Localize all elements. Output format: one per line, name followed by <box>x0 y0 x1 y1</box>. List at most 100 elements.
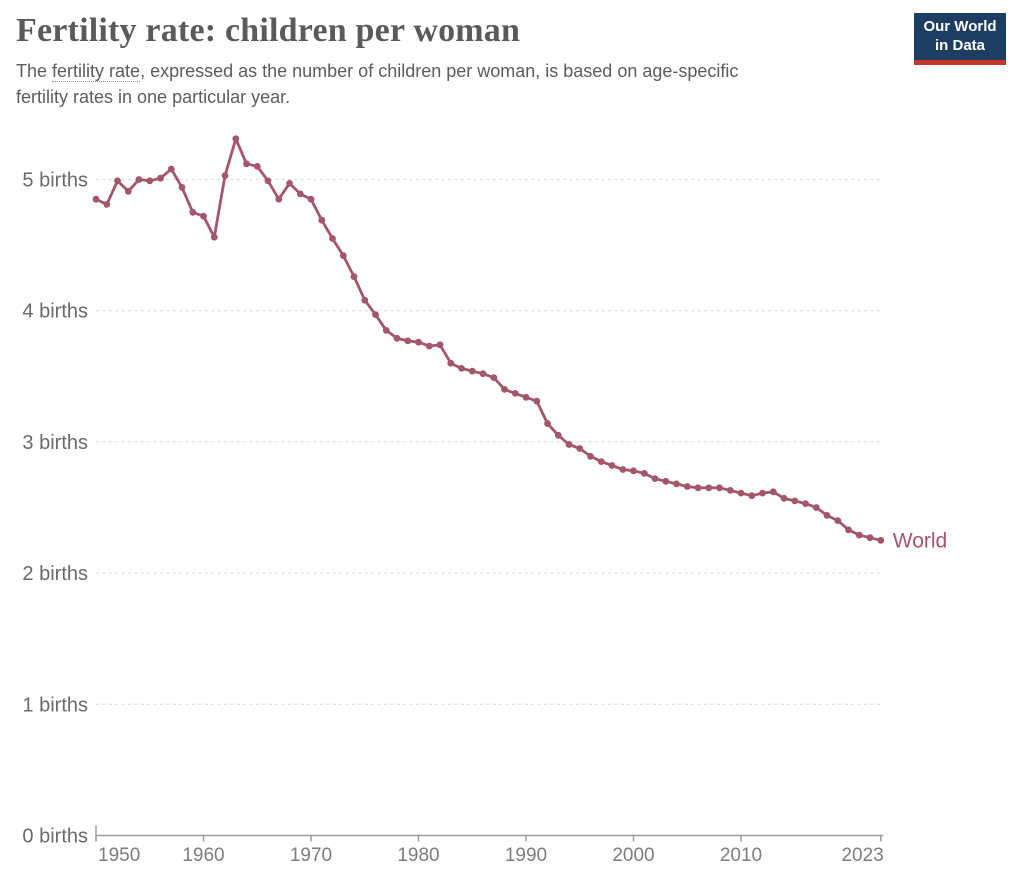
data-point-1955[interactable] <box>146 177 154 185</box>
owid-logo-line2: in Data <box>934 37 985 54</box>
gridlines <box>96 179 884 705</box>
data-point-1966[interactable] <box>264 177 272 185</box>
data-point-1954[interactable] <box>135 176 143 183</box>
owid-logo[interactable]: Our World in Data <box>914 13 1006 65</box>
x-tick-label-1970: 1970 <box>290 845 332 866</box>
y-tick-label-1: 1 births <box>22 694 88 716</box>
data-point-1958[interactable] <box>178 184 186 191</box>
data-point-1965[interactable] <box>253 163 261 170</box>
data-point-1959[interactable] <box>189 208 197 216</box>
data-point-1993[interactable] <box>554 431 562 439</box>
data-point-2012[interactable] <box>759 489 766 497</box>
data-point-1957[interactable] <box>167 165 175 173</box>
data-point-1981[interactable] <box>425 342 433 350</box>
data-point-1986[interactable] <box>479 370 487 378</box>
data-point-2006[interactable] <box>694 484 702 492</box>
data-point-2017[interactable] <box>812 504 820 511</box>
data-point-1951[interactable] <box>103 201 111 208</box>
data-point-1956[interactable] <box>157 174 164 182</box>
subtitle-rest: , expressed as the number of children pe… <box>140 61 739 81</box>
data-point-1998[interactable] <box>608 462 616 469</box>
data-point-2003[interactable] <box>662 477 670 485</box>
data-point-2020[interactable] <box>845 526 852 534</box>
page-title: Fertility rate: children per woman <box>16 12 521 49</box>
series-line-world[interactable] <box>94 137 883 542</box>
data-point-2019[interactable] <box>834 517 842 524</box>
data-point-1972[interactable] <box>329 235 336 242</box>
world-series[interactable]: World <box>92 135 948 552</box>
x-tick-label-2023: 2023 <box>841 845 883 866</box>
x-tick-label-1990: 1990 <box>505 845 547 866</box>
data-point-2011[interactable] <box>748 492 756 500</box>
data-point-2018[interactable] <box>823 512 831 519</box>
series-points-world[interactable] <box>92 135 885 544</box>
data-point-1964[interactable] <box>243 160 250 168</box>
data-point-1997[interactable] <box>597 458 605 465</box>
x-axis <box>95 825 884 842</box>
chart-header: Fertility rate: children per woman The f… <box>16 8 906 110</box>
data-point-1969[interactable] <box>296 190 304 198</box>
x-tick-label-1950: 1950 <box>98 845 140 866</box>
data-point-1978[interactable] <box>393 334 401 342</box>
data-point-2015[interactable] <box>791 497 799 505</box>
subtitle-term-link[interactable]: fertility rate <box>52 61 141 82</box>
data-point-2010[interactable] <box>737 489 745 497</box>
data-point-1996[interactable] <box>587 452 594 460</box>
data-point-2007[interactable] <box>705 484 713 492</box>
x-tick-label-2000: 2000 <box>612 845 654 866</box>
data-point-2016[interactable] <box>802 500 809 507</box>
data-point-1987[interactable] <box>490 374 498 381</box>
data-point-1960[interactable] <box>200 212 207 220</box>
x-tick-label-2010: 2010 <box>720 845 762 866</box>
data-point-1971[interactable] <box>318 216 326 224</box>
data-point-1989[interactable] <box>511 390 519 397</box>
data-point-2008[interactable] <box>716 484 723 492</box>
data-point-1991[interactable] <box>533 397 541 405</box>
data-point-1990[interactable] <box>522 393 530 401</box>
page-subtitle: The fertility rate, expressed as the num… <box>16 58 906 110</box>
data-point-2009[interactable] <box>726 487 734 494</box>
data-point-1967[interactable] <box>275 195 283 203</box>
data-point-1995[interactable] <box>576 445 584 452</box>
data-point-2000[interactable] <box>630 467 637 475</box>
y-tick-label-4: 4 births <box>22 301 88 323</box>
data-point-2004[interactable] <box>673 480 680 488</box>
data-point-2013[interactable] <box>769 488 777 496</box>
series-label-world[interactable]: World <box>893 529 947 552</box>
data-point-1994[interactable] <box>565 441 573 448</box>
data-point-1970[interactable] <box>307 195 315 203</box>
data-point-2023[interactable] <box>877 536 885 544</box>
data-point-2001[interactable] <box>640 470 648 477</box>
data-point-2014[interactable] <box>780 494 788 502</box>
data-point-2022[interactable] <box>866 534 874 542</box>
data-point-1992[interactable] <box>544 420 551 427</box>
data-point-1975[interactable] <box>361 296 369 304</box>
data-point-1952[interactable] <box>114 177 121 185</box>
data-point-2002[interactable] <box>651 475 659 482</box>
data-point-1963[interactable] <box>232 135 240 143</box>
data-point-1980[interactable] <box>415 338 422 346</box>
data-point-1962[interactable] <box>221 172 229 180</box>
x-axis-labels: 1950 1960 1970 1980 1990 2000 2010 2023 <box>98 845 884 866</box>
x-tick-label-1960: 1960 <box>182 845 224 866</box>
data-point-1979[interactable] <box>404 337 412 345</box>
data-point-2021[interactable] <box>855 531 863 539</box>
data-point-1973[interactable] <box>339 252 347 259</box>
data-point-1985[interactable] <box>468 367 476 375</box>
data-point-1984[interactable] <box>458 365 465 372</box>
subtitle-line1: The fertility rate, expressed as the num… <box>16 58 906 84</box>
data-point-1961[interactable] <box>210 233 218 241</box>
data-point-1999[interactable] <box>619 466 627 473</box>
data-point-1977[interactable] <box>382 327 390 334</box>
data-point-1988[interactable] <box>501 386 508 393</box>
data-point-1968[interactable] <box>286 180 293 187</box>
data-point-1983[interactable] <box>447 359 455 367</box>
data-point-2005[interactable] <box>683 483 691 490</box>
data-point-1950[interactable] <box>92 195 100 203</box>
data-point-1953[interactable] <box>124 187 132 195</box>
data-point-1982[interactable] <box>436 341 444 349</box>
y-tick-label-2: 2 births <box>22 563 88 585</box>
data-point-1976[interactable] <box>372 311 379 318</box>
data-point-1974[interactable] <box>350 273 358 280</box>
